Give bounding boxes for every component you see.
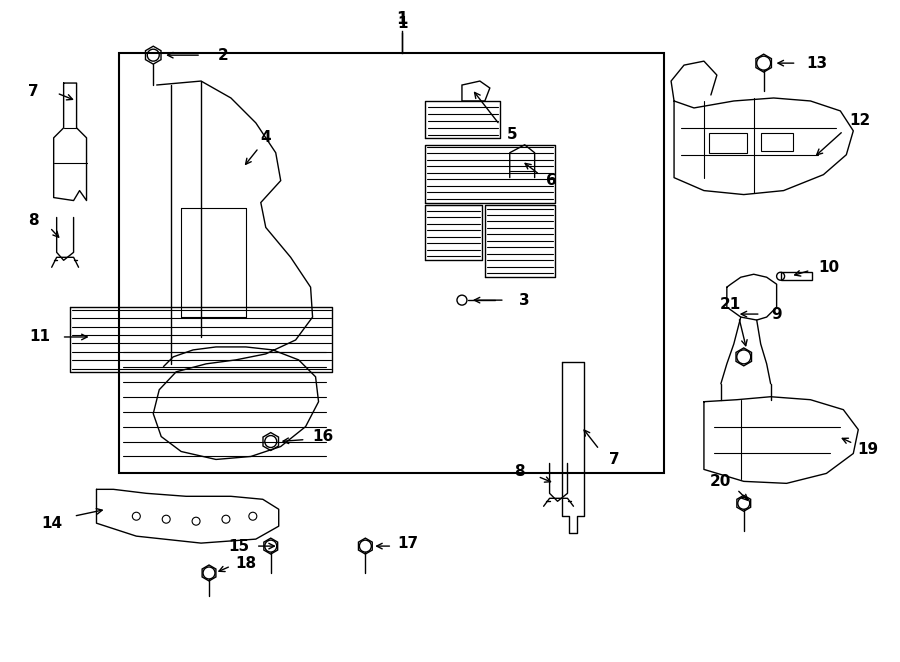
Text: 14: 14	[41, 516, 62, 531]
Bar	[760, 133, 793, 151]
Text: 9: 9	[771, 307, 782, 322]
Text: 20: 20	[710, 474, 732, 489]
Text: 7: 7	[29, 83, 39, 99]
Text: 1: 1	[397, 11, 408, 28]
Text: 1: 1	[397, 16, 408, 31]
Text: 19: 19	[858, 442, 878, 457]
Text: 7: 7	[609, 452, 619, 467]
Text: 15: 15	[229, 539, 249, 553]
Text: 5: 5	[507, 127, 517, 142]
Text: 2: 2	[218, 48, 229, 63]
Text: 13: 13	[806, 56, 827, 71]
Text: 6: 6	[546, 173, 557, 188]
Text: 8: 8	[29, 213, 39, 228]
Bar	[780, 272, 813, 280]
Text: 17: 17	[398, 536, 418, 551]
Text: 8: 8	[515, 464, 525, 479]
Text: 21: 21	[720, 297, 742, 312]
Text: 3: 3	[519, 293, 530, 308]
Text: 4: 4	[260, 130, 271, 146]
Bar	[709, 133, 747, 153]
Text: 12: 12	[850, 113, 871, 128]
Text: 10: 10	[818, 260, 839, 275]
Text: 16: 16	[312, 429, 333, 444]
Text: 11: 11	[29, 330, 50, 344]
Text: 18: 18	[235, 555, 256, 571]
